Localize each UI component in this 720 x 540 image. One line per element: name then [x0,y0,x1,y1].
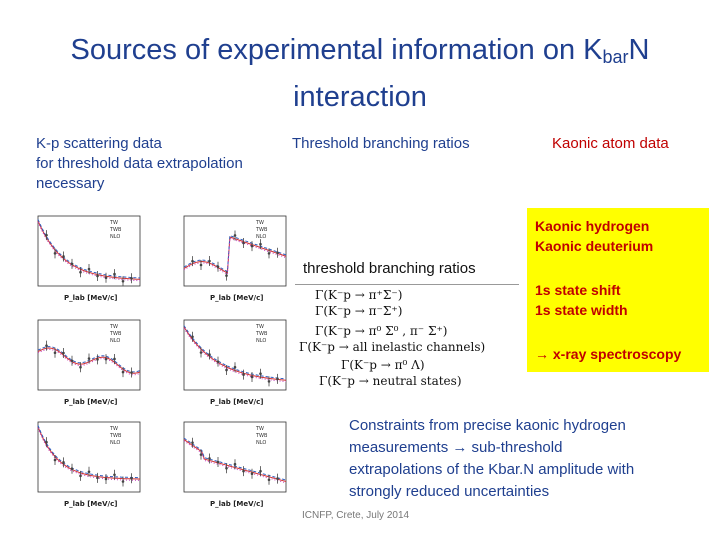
svg-text:TWB: TWB [109,331,122,337]
branching-divider [295,284,519,285]
formula-2: Γ(K⁻p → π⁻Σ⁺) [315,304,403,318]
svg-text:NLO: NLO [256,338,266,344]
scattering-heading: K-p scattering data for threshold data e… [36,134,286,194]
svg-text:NLO: NLO [110,234,120,240]
kaonic-atom-box: Kaonic hydrogen Kaonic deuterium 1s stat… [527,208,709,372]
formula-6: Γ(K⁻p → neutral states) [319,374,462,388]
scattering-plot-5: TW TWB NLO P_lab [MeV/c] [24,418,144,510]
footer-text: ICNFP, Crete, July 2014 [302,510,410,521]
svg-text:TWB: TWB [255,227,268,233]
width-label: 1s state width [535,302,628,318]
title-subscript: bar [602,47,629,67]
title-text-end: N [628,34,650,66]
scattering-plot-1: TW TWB NLO P_lab [MeV/c] [24,212,144,304]
constraints-line1: Constraints from precise kaonic hydrogen [349,417,626,434]
scattering-plot-2: TW TWB NLO P_lab [MeV/c] [170,212,290,304]
svg-text:NLO: NLO [256,234,266,240]
formula-1: Γ(K⁻p → π⁺Σ⁻) [315,288,403,302]
svg-text:P_lab [MeV/c]: P_lab [MeV/c] [210,398,263,406]
scattering-plot-3: TW TWB NLO P_lab [MeV/c] [24,316,144,408]
constraints-line3: extrapolations of the Kbar.N amplitude w… [349,461,635,478]
svg-text:TW: TW [109,426,118,432]
constraints-line2: measurements → sub-threshold [349,439,563,456]
svg-text:P_lab [MeV/c]: P_lab [MeV/c] [210,294,263,302]
scattering-plot-6: TW TWB NLO P_lab [MeV/c] [170,418,290,510]
constraints-line4: strongly reduced uncertainties [349,483,550,500]
svg-text:P_lab [MeV/c]: P_lab [MeV/c] [64,294,117,302]
shift-label: 1s state shift [535,282,621,298]
scattering-line2: for threshold data extrapolation [36,155,243,172]
svg-text:NLO: NLO [110,440,120,446]
formula-4: Γ(K⁻p → all inelastic channels) [299,340,486,354]
svg-text:TW: TW [109,324,118,330]
kaonic-deuterium: Kaonic deuterium [535,238,654,254]
formula-5: Γ(K⁻p → π⁰ Λ) [341,358,425,372]
svg-text:P_lab [MeV/c]: P_lab [MeV/c] [64,398,117,406]
xray-spectroscopy: → x-ray spectroscopy [535,346,682,362]
svg-text:P_lab [MeV/c]: P_lab [MeV/c] [210,500,263,508]
scattering-plots-grid: TW TWB NLO P_lab [MeV/c] TW TWB NLO P_lab [MeV/… [24,212,294,530]
branching-heading: Threshold branching ratios [292,135,470,152]
svg-text:P_lab [MeV/c]: P_lab [MeV/c] [64,500,117,508]
svg-text:TW: TW [255,220,264,226]
branching-title: threshold branching ratios [303,260,476,277]
svg-text:TWB: TWB [255,433,268,439]
svg-text:NLO: NLO [110,338,120,344]
svg-text:TWB: TWB [255,331,268,337]
scattering-plot-4: TW TWB NLO P_lab [MeV/c] [170,316,290,408]
title-line2: interaction [293,81,427,113]
branching-ratios-panel: threshold branching ratios Γ(K⁻p → π⁺Σ⁻)… [293,252,523,392]
svg-text:TWB: TWB [109,227,122,233]
formula-3: Γ(K⁻p → π⁰ Σ⁰ , π⁻ Σ⁺) [315,324,448,338]
svg-text:NLO: NLO [256,440,266,446]
constraints-text: Constraints from precise kaonic hydrogen… [349,415,689,503]
kaonic-hydrogen: Kaonic hydrogen [535,218,650,234]
scattering-line3: necessary [36,175,105,192]
title-text: Sources of experimental information on K [70,34,603,66]
svg-text:TW: TW [255,324,264,330]
kaonic-heading: Kaonic atom data [552,135,669,152]
svg-text:TW: TW [255,426,264,432]
slide-title: Sources of experimental information on K… [30,30,690,117]
svg-text:TWB: TWB [109,433,122,439]
svg-text:TW: TW [109,220,118,226]
scattering-line1: K-p scattering data [36,135,162,152]
